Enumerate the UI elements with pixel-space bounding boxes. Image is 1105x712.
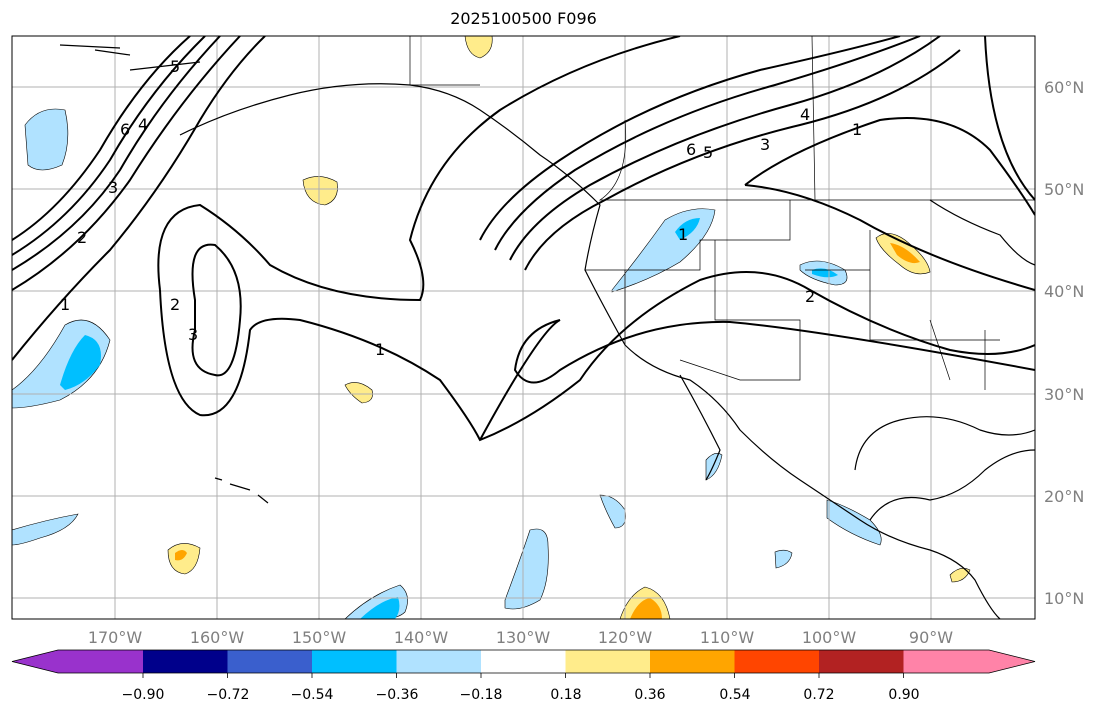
colorbar-segment (12, 650, 143, 673)
colorbar-tick-label: −0.18 (460, 687, 503, 703)
contour-label: 3 (188, 325, 198, 344)
colorbar-tick-labels: −0.90 −0.72 −0.54 −0.36 −0.18 0.18 0.36 … (122, 687, 920, 703)
map-frame (11, 35, 1036, 620)
lat-label: 30°N (1044, 385, 1084, 404)
colorbar-segment (396, 650, 482, 673)
contour-label: 4 (138, 115, 148, 134)
colorbar-tick-label: 0.54 (719, 687, 750, 703)
colorbar-tick-label: 0.18 (550, 687, 581, 703)
colorbar-segment (143, 650, 228, 673)
lon-axis-labels: 170°W 160°W 150°W 140°W 130°W 120°W 110°… (88, 628, 953, 647)
contour-label: 6 (686, 140, 696, 159)
contour-label: 2 (170, 295, 180, 314)
contour-lines (12, 36, 1035, 442)
map-area: 6 4 5 3 2 1 2 3 1 6 5 3 4 1 2 1 (12, 36, 1035, 619)
lon-label: 170°W (88, 628, 143, 647)
colorbar-segment (312, 650, 397, 673)
contour-label: 5 (170, 57, 180, 76)
contour-label: 2 (805, 287, 815, 306)
lon-label: 150°W (292, 628, 347, 647)
colorbar-tick-label: −0.54 (291, 687, 334, 703)
lon-label: 100°W (802, 628, 857, 647)
lat-label: 50°N (1044, 180, 1084, 199)
colorbar-segment (734, 650, 820, 673)
colorbar-outline (11, 649, 1036, 674)
lat-label: 40°N (1044, 282, 1084, 301)
lon-label: 110°W (700, 628, 755, 647)
colorbar (11, 649, 1036, 678)
contour-label: 1 (375, 340, 385, 359)
graticule (12, 36, 1035, 619)
colorbar-tick-label: −0.36 (376, 687, 419, 703)
colorbar-tick-label: 0.90 (888, 687, 919, 703)
lat-axis-labels: 60°N 50°N 40°N 30°N 20°N 10°N (1044, 78, 1084, 608)
contour-label: 4 (800, 105, 810, 124)
colorbar-segment (819, 650, 904, 673)
contour-label: 5 (703, 143, 713, 162)
colorbar-tick-label: 0.36 (634, 687, 665, 703)
lon-label: 160°W (190, 628, 245, 647)
colorbar-tick-label: −0.90 (122, 687, 165, 703)
contour-label: 6 (120, 120, 130, 139)
colorbar-segment (903, 650, 1035, 673)
colorbar-tick-label: −0.72 (207, 687, 250, 703)
coastlines (59, 36, 1035, 619)
lon-label: 90°W (909, 628, 953, 647)
contour-label: 1 (60, 295, 70, 314)
contour-label: 1 (678, 225, 688, 244)
map-title: 2025100500 F096 (450, 9, 597, 28)
colorbar-segment (650, 650, 735, 673)
contour-label: 3 (108, 178, 118, 197)
lat-label: 60°N (1044, 78, 1084, 97)
contour-label: 2 (77, 228, 87, 247)
colorbar-segment (565, 650, 651, 673)
lat-label: 10°N (1044, 589, 1084, 608)
colorbar-segment (481, 650, 566, 673)
lon-label: 140°W (394, 628, 449, 647)
anomaly-shading (12, 36, 971, 619)
contour-labels: 6 4 5 3 2 1 2 3 1 6 5 3 4 1 2 1 (60, 57, 862, 359)
contour-label: 3 (760, 135, 770, 154)
lat-label: 20°N (1044, 487, 1084, 506)
colorbar-segment (227, 650, 313, 673)
contour-label: 1 (852, 120, 862, 139)
lon-label: 130°W (496, 628, 551, 647)
colorbar-tick-label: 0.72 (803, 687, 834, 703)
lon-label: 120°W (598, 628, 653, 647)
